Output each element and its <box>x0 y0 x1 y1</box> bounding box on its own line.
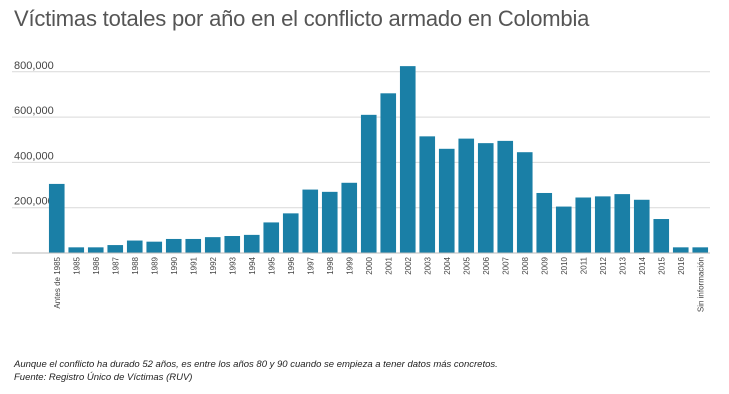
bar <box>672 247 689 253</box>
x-tick-label: 1987 <box>111 256 120 274</box>
bar <box>653 219 670 253</box>
y-tick-label: 800,000 <box>14 60 54 72</box>
x-tick-label: 2004 <box>443 256 452 274</box>
bar <box>224 236 241 253</box>
x-tick-label: 1989 <box>150 256 159 274</box>
bars <box>48 66 709 253</box>
y-tick-label: 600,000 <box>14 105 54 117</box>
bar <box>302 189 319 253</box>
x-tick-label: 2014 <box>638 256 647 274</box>
bar <box>126 240 143 253</box>
x-tick-label: 1999 <box>345 256 354 274</box>
chart-title: Víctimas totales por año en el conflicto… <box>14 6 590 31</box>
x-tick-label: 2001 <box>384 256 393 274</box>
bar <box>380 93 397 253</box>
x-tick-label: 1985 <box>72 256 81 274</box>
x-axis-ticks: Antes de 1985 1985 1986 1987 1988 1989 1990 199… <box>53 256 706 312</box>
x-tick-label: 2012 <box>599 256 608 274</box>
bar <box>594 196 611 253</box>
bar <box>282 213 299 253</box>
x-tick-label: Sin información <box>696 257 705 312</box>
x-tick-label: 1996 <box>287 256 296 274</box>
x-tick-label: 2003 <box>423 256 432 274</box>
bar <box>692 247 709 253</box>
x-tick-label: 2010 <box>560 256 569 274</box>
y-axis-ticks: 200,000 400,000 600,000 800,000 <box>14 60 54 208</box>
footer-source: Fuente: Registro Único de Víctimas (RUV) <box>14 372 193 383</box>
x-tick-label: 1988 <box>131 256 140 274</box>
bar <box>438 148 455 253</box>
x-tick-label: 2011 <box>579 256 588 274</box>
bar <box>263 222 280 253</box>
bar <box>419 136 436 253</box>
x-tick-label: 2008 <box>521 256 530 274</box>
footer-note: Aunque el conflicto ha durado 52 años, e… <box>14 359 498 370</box>
bar <box>321 191 338 253</box>
bar <box>516 152 533 253</box>
x-tick-label: 1990 <box>170 256 179 274</box>
x-tick-label: 2009 <box>540 256 549 274</box>
x-tick-label: 2005 <box>462 256 471 274</box>
x-tick-label: 2002 <box>404 256 413 274</box>
bar <box>399 66 416 253</box>
bar <box>633 199 650 253</box>
x-tick-label: Antes de 1985 <box>53 256 62 308</box>
x-tick-label: 1986 <box>92 256 101 274</box>
bar <box>87 247 104 253</box>
y-tick-label: 200,000 <box>14 196 54 208</box>
bar <box>204 237 221 253</box>
bar <box>555 206 572 253</box>
bar <box>536 192 553 253</box>
bar <box>165 238 182 253</box>
bar <box>575 197 592 253</box>
bar <box>497 140 514 253</box>
x-tick-label: 2006 <box>482 256 491 274</box>
bar <box>185 238 202 253</box>
x-tick-label: 1997 <box>306 256 315 274</box>
bar <box>458 138 475 253</box>
x-tick-label: 1995 <box>267 256 276 274</box>
x-tick-label: 2016 <box>677 256 686 274</box>
x-tick-label: 1991 <box>189 256 198 274</box>
y-tick-label: 400,000 <box>14 150 54 162</box>
bar <box>48 183 65 253</box>
x-tick-label: 2007 <box>501 256 510 274</box>
bar <box>68 247 85 253</box>
footer: Aunque el conflicto ha durado 52 años, e… <box>14 358 498 384</box>
bar <box>477 143 494 253</box>
x-tick-label: 2013 <box>618 256 627 274</box>
x-tick-label: 1993 <box>228 256 237 274</box>
x-tick-label: 1992 <box>209 256 218 274</box>
x-tick-label: 1994 <box>248 256 257 274</box>
x-tick-label: 1998 <box>326 256 335 274</box>
bar <box>614 194 631 253</box>
x-tick-label: 2015 <box>657 256 666 274</box>
bar <box>341 182 358 253</box>
bar <box>107 245 124 253</box>
x-tick-label: 2000 <box>365 256 374 274</box>
bar <box>146 241 163 253</box>
bar <box>243 234 260 253</box>
bar <box>360 114 377 253</box>
